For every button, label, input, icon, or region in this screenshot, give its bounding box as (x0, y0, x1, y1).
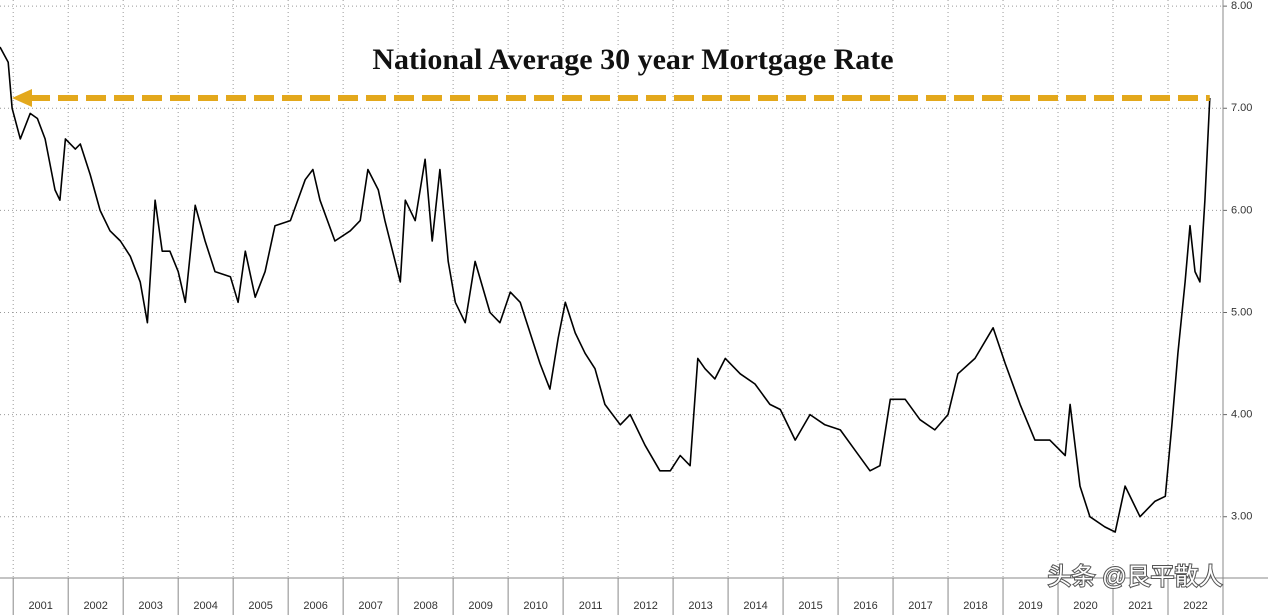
y-tick-label: 5.00 (1231, 306, 1252, 318)
watermark: 头条 @艮平散人 (1047, 563, 1222, 590)
x-tick-label: 2002 (83, 600, 107, 612)
y-tick-label: 6.00 (1231, 204, 1252, 216)
x-tick-label: 2001 (28, 600, 52, 612)
x-tick-label: 2010 (523, 600, 547, 612)
x-tick-label: 2017 (908, 600, 932, 612)
x-tick-label: 2013 (688, 600, 712, 612)
y-tick-label: 3.00 (1231, 511, 1252, 523)
y-tick-label: 7.00 (1231, 102, 1252, 114)
x-tick-label: 2011 (579, 600, 603, 612)
chart-title: National Average 30 year Mortgage Rate (372, 43, 893, 76)
x-tick-label: 2005 (248, 600, 272, 612)
x-tick-label: 2004 (193, 600, 217, 612)
x-tick-label: 2012 (633, 600, 657, 612)
reference-arrow (12, 89, 32, 108)
x-tick-label: 2018 (963, 600, 987, 612)
x-tick-label: 2003 (138, 600, 162, 612)
rate-line (0, 46, 1211, 533)
x-tick-label: 2020 (1073, 600, 1097, 612)
x-tick-label: 2016 (853, 600, 877, 612)
y-tick-label: 8.00 (1231, 0, 1252, 12)
x-tick-label: 2015 (798, 600, 822, 612)
x-tick-label: 2007 (358, 600, 382, 612)
x-tick-label: 2009 (468, 600, 492, 612)
y-tick-label: 4.00 (1231, 409, 1252, 421)
x-tick-label: 2008 (413, 600, 437, 612)
x-tick-label: 2021 (1128, 600, 1152, 612)
x-tick-label: 2006 (303, 600, 327, 612)
x-tick-label: 2019 (1018, 600, 1042, 612)
x-tick-label: 2014 (743, 600, 767, 612)
x-tick-label: 2022 (1183, 600, 1207, 612)
